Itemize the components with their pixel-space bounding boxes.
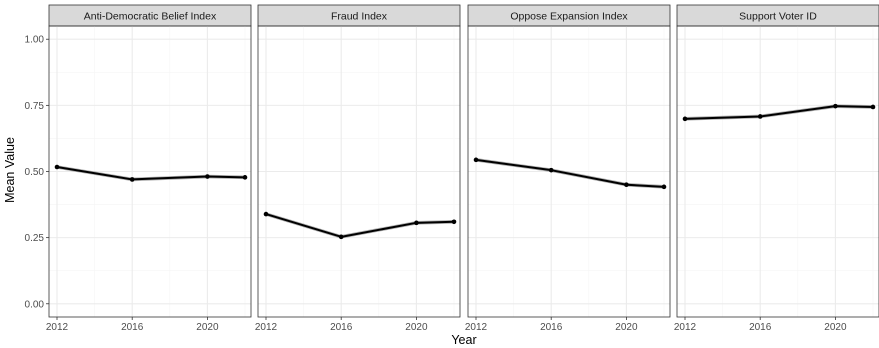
x-tick-label: 2020	[615, 322, 638, 333]
y-tick-label: 0.75	[25, 101, 45, 112]
x-tick-label: 2016	[330, 322, 353, 333]
x-tick-label: 2016	[540, 322, 563, 333]
series-line	[684, 105, 874, 120]
panel-border	[467, 25, 671, 318]
panels-layer: Anti-Democratic Belief Index 2012 2016 2020…	[46, 4, 879, 333]
data-point	[242, 175, 248, 180]
data-point	[624, 182, 629, 188]
y-tick-label: 0.50	[25, 167, 45, 178]
data-point	[129, 177, 135, 182]
y-tick-label: 0.25	[25, 233, 45, 244]
y-axis: 0.00 0.25 0.50 0.75 1.00	[25, 35, 49, 310]
x-tick-label: 2012	[46, 322, 69, 333]
series-line	[265, 213, 455, 238]
confidence-band	[266, 212, 454, 239]
x-tick-label: 2020	[196, 322, 219, 333]
x-tick-label: 2012	[255, 322, 278, 333]
data-point	[833, 103, 838, 109]
facet-panel: Anti-Democratic Belief Index 2012 2016 2020	[46, 4, 252, 333]
data-point	[338, 234, 344, 240]
x-tick-label: 2020	[405, 322, 428, 333]
series-line	[56, 166, 246, 181]
data-point	[473, 157, 479, 163]
data-point	[414, 220, 419, 226]
x-tick-label: 2016	[121, 322, 144, 333]
y-tick-label: 1.00	[25, 35, 45, 46]
facet-strip-label: Fraud Index	[331, 11, 388, 23]
data-point	[451, 219, 457, 225]
x-tick-label: 2012	[465, 322, 488, 333]
x-tick-label: 2012	[674, 322, 697, 333]
x-axis-title: Year	[451, 333, 476, 347]
data-point	[682, 116, 688, 122]
data-point	[870, 104, 876, 110]
facet-panel: Oppose Expansion Index 2012 2016 2020	[465, 4, 671, 333]
facet-strip-label: Oppose Expansion Index	[510, 11, 628, 23]
data-point	[548, 167, 554, 173]
data-point	[263, 211, 269, 217]
facet-strip-label: Support Voter ID	[739, 11, 817, 23]
data-point	[54, 164, 60, 170]
series-line	[475, 158, 665, 188]
data-point	[757, 114, 763, 119]
data-point	[661, 184, 667, 190]
x-tick-label: 2020	[824, 322, 847, 333]
x-tick-label: 2016	[749, 322, 772, 333]
panel-border	[676, 25, 879, 318]
facet-panel: Fraud Index 2012 2016 2020	[255, 4, 461, 333]
facet-panel: Support Voter ID 2012 2016 2020	[674, 4, 879, 333]
y-axis-title: Mean Value	[3, 137, 17, 203]
panel-border	[257, 25, 461, 318]
facet-strip-label: Anti-Democratic Belief Index	[84, 11, 217, 23]
data-point	[205, 174, 210, 179]
y-tick-label: 0.00	[25, 299, 45, 310]
